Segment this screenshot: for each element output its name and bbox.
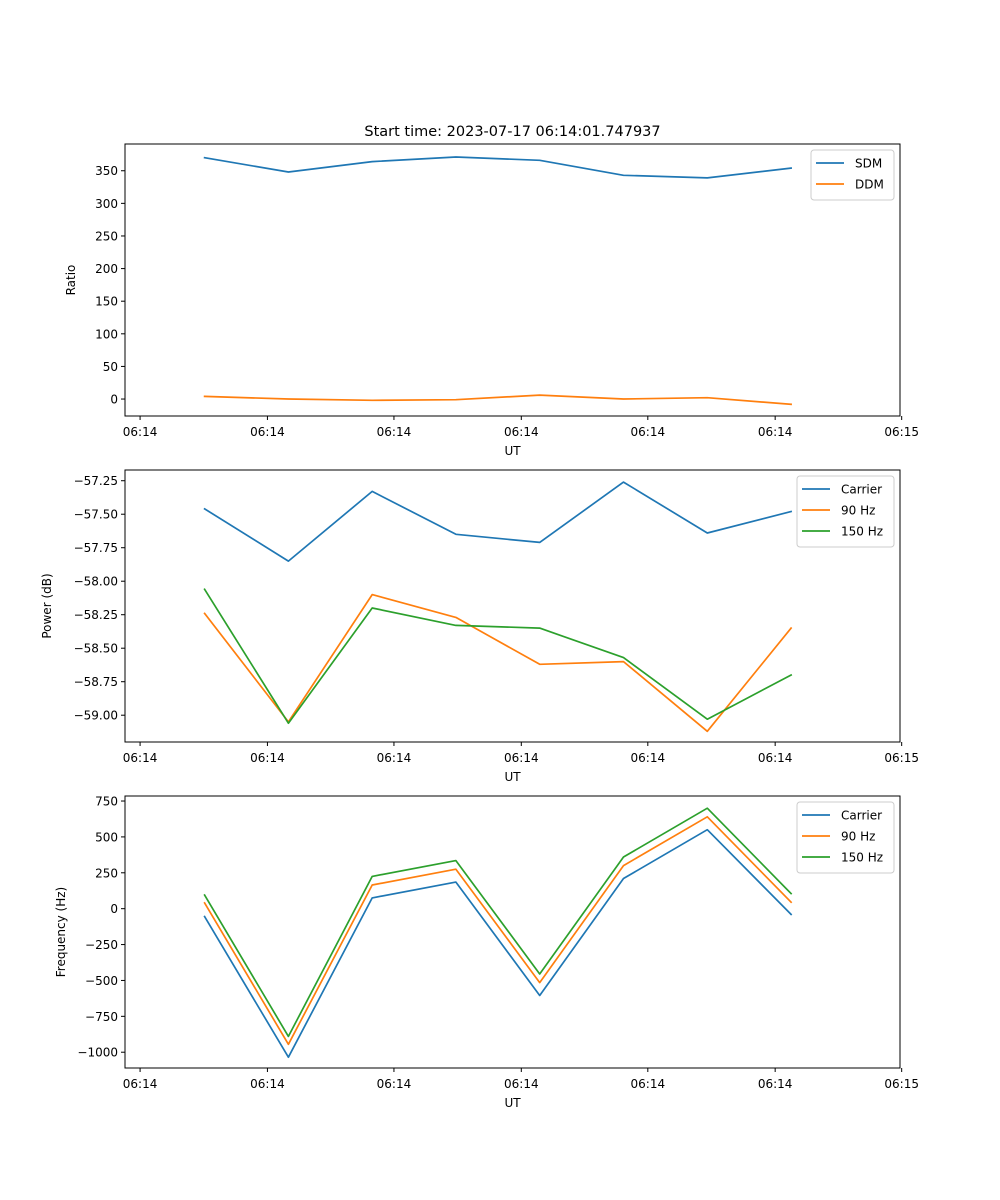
x-tick-label: 06:14 bbox=[123, 751, 158, 765]
x-tick-label: 06:14 bbox=[758, 751, 793, 765]
y-tick-label: 500 bbox=[95, 830, 118, 844]
x-tick-label: 06:14 bbox=[758, 1077, 793, 1091]
legend-label: 150 Hz bbox=[841, 525, 883, 539]
x-tick-label: 06:14 bbox=[250, 751, 285, 765]
legend-label: Carrier bbox=[841, 809, 882, 823]
y-tick-label: 50 bbox=[103, 360, 118, 374]
x-tick-label: 06:14 bbox=[504, 1077, 539, 1091]
series-line-ddm bbox=[203, 394, 793, 406]
legend-label: SDM bbox=[855, 157, 882, 171]
x-tick-label: 06:14 bbox=[250, 425, 285, 439]
y-tick-label: −58.00 bbox=[74, 575, 118, 589]
series-line-150-hz bbox=[203, 807, 793, 1038]
chart-title: Start time: 2023-07-17 06:14:01.747937 bbox=[364, 124, 660, 140]
y-tick-label: 750 bbox=[95, 795, 118, 809]
x-tick-label: 06:14 bbox=[631, 1077, 666, 1091]
legend: Carrier 90 Hz 150 Hz bbox=[796, 475, 895, 548]
axes-frame bbox=[124, 795, 901, 1069]
y-tick-label: 0 bbox=[110, 902, 118, 916]
y-axis-label: Frequency (Hz) bbox=[54, 887, 68, 978]
x-tick-label: 06:14 bbox=[631, 425, 666, 439]
y-tick-label: −750 bbox=[85, 1010, 118, 1024]
y-axis-label: Ratio bbox=[64, 265, 78, 296]
legend-label: 150 Hz bbox=[841, 851, 883, 865]
x-tick-label: 06:14 bbox=[250, 1077, 285, 1091]
x-tick-label: 06:15 bbox=[884, 751, 919, 765]
legend-label: DDM bbox=[855, 178, 884, 192]
y-tick-label: −250 bbox=[85, 938, 118, 952]
y-tick-label: 200 bbox=[95, 262, 118, 276]
x-axis-label: UT bbox=[504, 770, 521, 784]
x-tick-label: 06:15 bbox=[884, 425, 919, 439]
y-tick-label: −57.75 bbox=[74, 541, 118, 555]
y-tick-label: 150 bbox=[95, 295, 118, 309]
series-line-sdm bbox=[203, 156, 793, 179]
y-tick-label: 0 bbox=[110, 393, 118, 407]
y-tick-label: −1000 bbox=[77, 1046, 118, 1060]
series-line-carrier bbox=[203, 828, 793, 1059]
x-axis-label: UT bbox=[504, 444, 521, 458]
series-line-90-hz bbox=[203, 815, 793, 1046]
y-tick-label: −500 bbox=[85, 974, 118, 988]
legend-label: 90 Hz bbox=[841, 504, 875, 518]
axes-frame bbox=[124, 143, 901, 417]
x-tick-label: 06:15 bbox=[884, 1077, 919, 1091]
y-tick-label: −58.50 bbox=[74, 642, 118, 656]
chart-panel-1: Start time: 2023-07-17 06:14:01.747937 06… bbox=[64, 124, 919, 458]
legend-label: Carrier bbox=[841, 483, 882, 497]
series-line-150-hz bbox=[203, 588, 793, 725]
x-tick-label: 06:14 bbox=[631, 751, 666, 765]
legend-label: 90 Hz bbox=[841, 830, 875, 844]
chart-panel-3: 06:14 06:14 06:14 06:14 06:14 06:14 06:15 −1000… bbox=[54, 795, 919, 1110]
y-tick-label: −58.25 bbox=[74, 608, 118, 622]
x-tick-label: 06:14 bbox=[504, 751, 539, 765]
x-tick-label: 06:14 bbox=[504, 425, 539, 439]
x-axis-label: UT bbox=[504, 1096, 521, 1110]
legend: SDM DDM bbox=[810, 149, 895, 201]
y-tick-label: −58.75 bbox=[74, 675, 118, 689]
x-tick-label: 06:14 bbox=[123, 1077, 158, 1091]
x-tick-label: 06:14 bbox=[377, 751, 412, 765]
legend-box bbox=[796, 475, 895, 548]
axes-frame bbox=[124, 469, 901, 743]
legend-box bbox=[796, 801, 895, 874]
series-line-90-hz bbox=[203, 593, 793, 733]
x-tick-label: 06:14 bbox=[377, 1077, 412, 1091]
series-line-carrier bbox=[203, 481, 793, 562]
y-tick-label: 300 bbox=[95, 197, 118, 211]
chart-panel-2: 06:14 06:14 06:14 06:14 06:14 06:14 06:15 −59.0… bbox=[40, 469, 919, 784]
y-tick-label: 100 bbox=[95, 327, 118, 341]
x-tick-label: 06:14 bbox=[123, 425, 158, 439]
y-axis-label: Power (dB) bbox=[40, 573, 54, 638]
legend: Carrier 90 Hz 150 Hz bbox=[796, 801, 895, 874]
x-tick-label: 06:14 bbox=[377, 425, 412, 439]
y-tick-label: 250 bbox=[95, 866, 118, 880]
x-tick-label: 06:14 bbox=[758, 425, 793, 439]
y-tick-label: 250 bbox=[95, 229, 118, 243]
y-tick-label: −57.50 bbox=[74, 508, 118, 522]
y-tick-label: −57.25 bbox=[74, 474, 118, 488]
y-tick-label: 350 bbox=[95, 164, 118, 178]
y-tick-label: −59.00 bbox=[74, 709, 118, 723]
